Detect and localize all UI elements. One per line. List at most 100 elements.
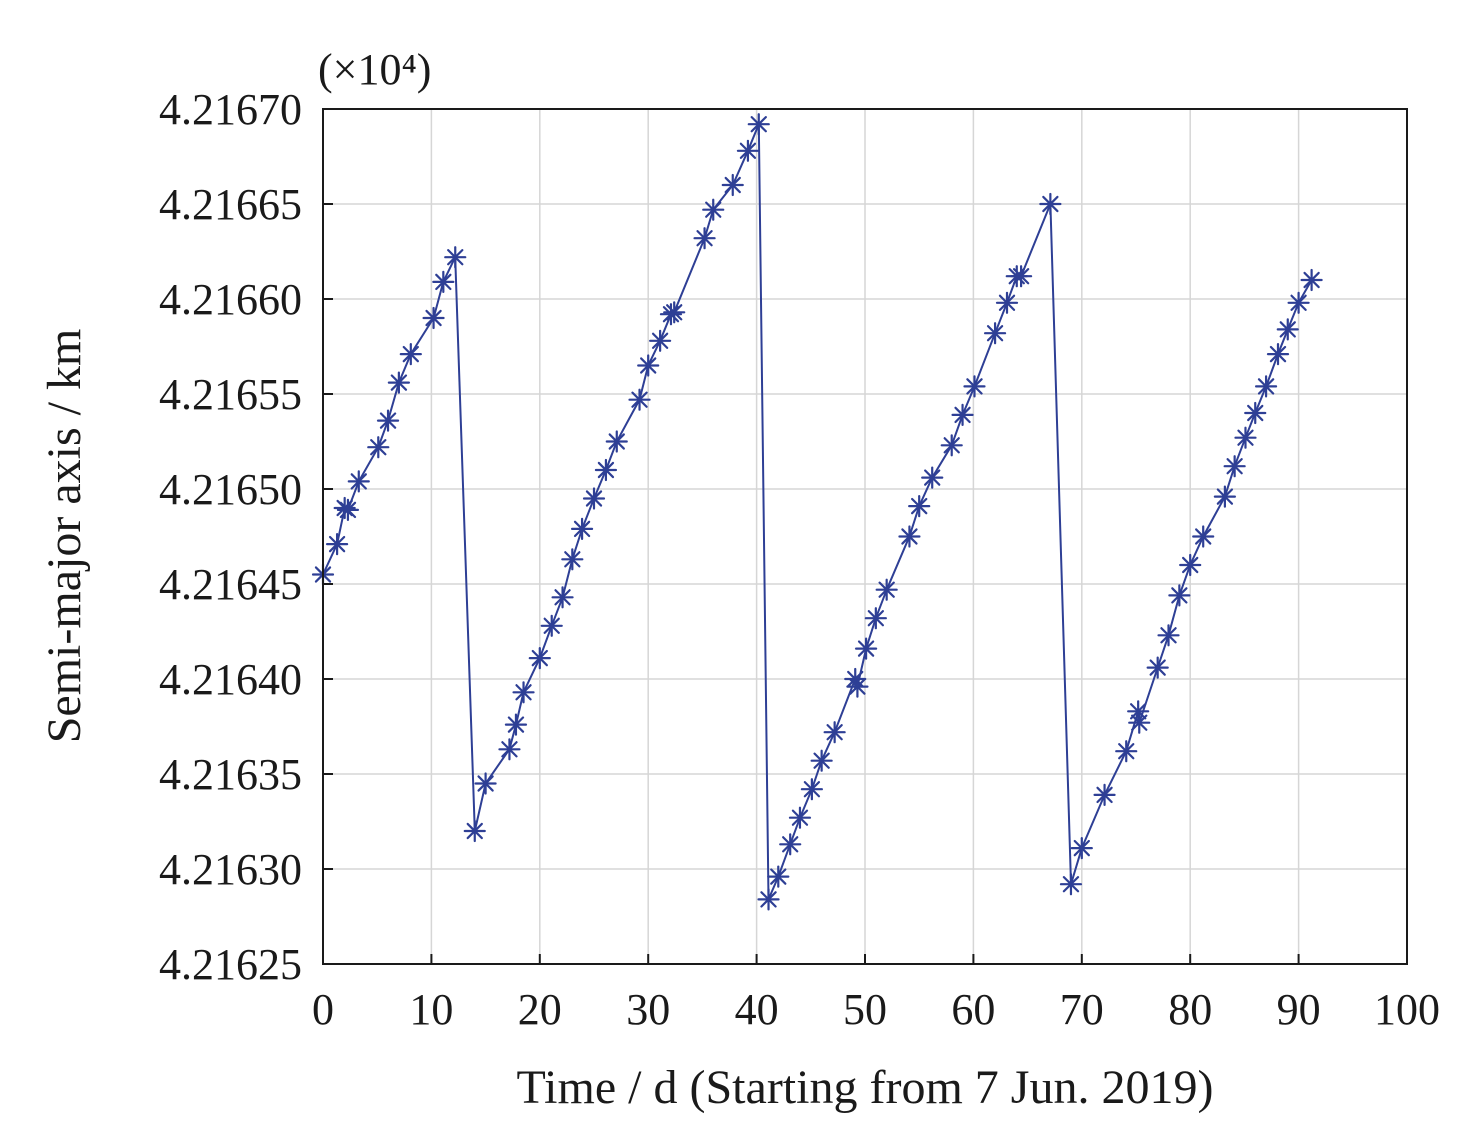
data-point-marker [1287, 291, 1310, 314]
x-tick-label: 30 [626, 985, 670, 1034]
data-point-marker [779, 833, 802, 856]
data-point-marker [1093, 783, 1116, 807]
data-point-marker [1157, 624, 1180, 647]
data-point-marker [963, 375, 986, 398]
data-point-marker [422, 306, 445, 330]
data-point-marker [823, 721, 846, 744]
x-tick-label: 90 [1277, 985, 1321, 1034]
data-point-marker [1039, 192, 1062, 216]
y-tick-label: 4.21630 [159, 845, 302, 894]
y-axis-multiplier: (×10⁴) [318, 45, 431, 94]
data-point-marker [325, 532, 349, 556]
data-point-marker [1254, 375, 1278, 398]
data-point-marker [1192, 525, 1215, 548]
data-point-marker [846, 675, 869, 698]
data-point-marker [1234, 426, 1257, 449]
y-tick-label: 4.21645 [159, 560, 302, 609]
data-point-marker [387, 371, 410, 394]
data-point-marker [1128, 711, 1151, 734]
data-point-marker [875, 578, 898, 601]
data-point-marker [463, 819, 486, 843]
y-axis-label: Semi-major axis / km [38, 329, 91, 744]
data-point-marker [1223, 455, 1246, 478]
data-point-marker [498, 738, 521, 761]
data-point-marker [551, 586, 574, 609]
data-point-marker [1070, 836, 1093, 860]
data-point-marker [1146, 656, 1169, 679]
data-point-marker [528, 646, 551, 670]
data-point-marker [1168, 584, 1191, 607]
data-point-marker [767, 865, 790, 888]
data-point-marker [983, 322, 1007, 345]
data-point-marker [800, 778, 823, 801]
data-point-marker [1179, 553, 1202, 577]
data-point-marker [940, 434, 963, 457]
data-point-marker [1300, 268, 1323, 292]
data-point-marker [1213, 485, 1236, 508]
data-point-marker [504, 713, 528, 736]
data-point-marker [376, 409, 400, 432]
data-point-marker [336, 498, 360, 522]
data-point-marker [347, 470, 370, 493]
data-point-marker [1059, 873, 1083, 896]
data-point-marker [747, 113, 770, 136]
data-point-marker [788, 806, 812, 829]
data-point-marker [921, 466, 944, 489]
data-point-marker [1244, 401, 1267, 425]
x-axis-ticks: 0 10 20 30 40 50 60 70 80 90 100 [312, 954, 1440, 1034]
data-point-marker [582, 487, 606, 510]
data-point-marker [1266, 343, 1290, 366]
x-tick-label: 70 [1060, 985, 1104, 1034]
data-point-marker [721, 173, 744, 197]
y-tick-label: 4.21635 [159, 750, 302, 799]
grid-lines [323, 109, 1407, 964]
data-point-marker [1115, 740, 1138, 763]
data-point-marker [663, 301, 686, 324]
data-point-marker [1009, 265, 1033, 288]
data-point-marker [898, 525, 921, 548]
data-point-marker [702, 198, 725, 221]
series-line [322, 123, 1313, 900]
data-point-marker [399, 343, 422, 366]
data-point-marker [512, 681, 535, 704]
data-point-marker [432, 270, 455, 293]
x-tick-label: 10 [409, 985, 453, 1034]
x-tick-label: 100 [1374, 985, 1440, 1034]
x-tick-label: 60 [951, 985, 995, 1034]
data-point-marker [951, 403, 974, 426]
data-point-marker [561, 548, 584, 571]
data-point-marker [757, 888, 780, 911]
data-point-marker [854, 637, 878, 660]
data-point-marker [995, 291, 1019, 314]
data-point-marker [474, 772, 497, 795]
y-tick-label: 4.21670 [159, 85, 302, 134]
y-tick-label: 4.21665 [159, 180, 302, 229]
y-tick-label: 4.21640 [159, 655, 302, 704]
x-tick-label: 20 [518, 985, 562, 1034]
data-point-marker [628, 388, 651, 411]
data-point-marker [444, 246, 467, 269]
data-point-marker [693, 227, 716, 250]
x-tick-label: 0 [312, 985, 334, 1034]
x-tick-label: 50 [843, 985, 887, 1034]
data-point-marker [637, 354, 660, 377]
x-tick-label: 80 [1168, 985, 1212, 1034]
y-axis-ticks: 4.21625 4.21630 4.21635 4.21640 4.21645 4.216… [159, 85, 333, 989]
x-tick-label: 40 [735, 985, 779, 1034]
y-tick-label: 4.21660 [159, 275, 302, 324]
data-point-marker [594, 458, 618, 482]
data-point-marker [1276, 318, 1299, 341]
data-point-marker [649, 329, 672, 352]
data-point-marker [540, 614, 563, 637]
y-tick-label: 4.21650 [159, 465, 302, 514]
data-point-marker [736, 139, 760, 162]
x-axis-label: Time / d (Starting from 7 Jun. 2019) [517, 1061, 1214, 1114]
data-point-marker [864, 607, 887, 630]
y-tick-label: 4.21655 [159, 370, 302, 419]
y-tick-label: 4.21625 [159, 940, 302, 989]
data-point-marker [810, 749, 833, 772]
data-point-marker [605, 430, 628, 453]
data-point-marker [367, 436, 390, 459]
data-point-marker [908, 495, 931, 518]
